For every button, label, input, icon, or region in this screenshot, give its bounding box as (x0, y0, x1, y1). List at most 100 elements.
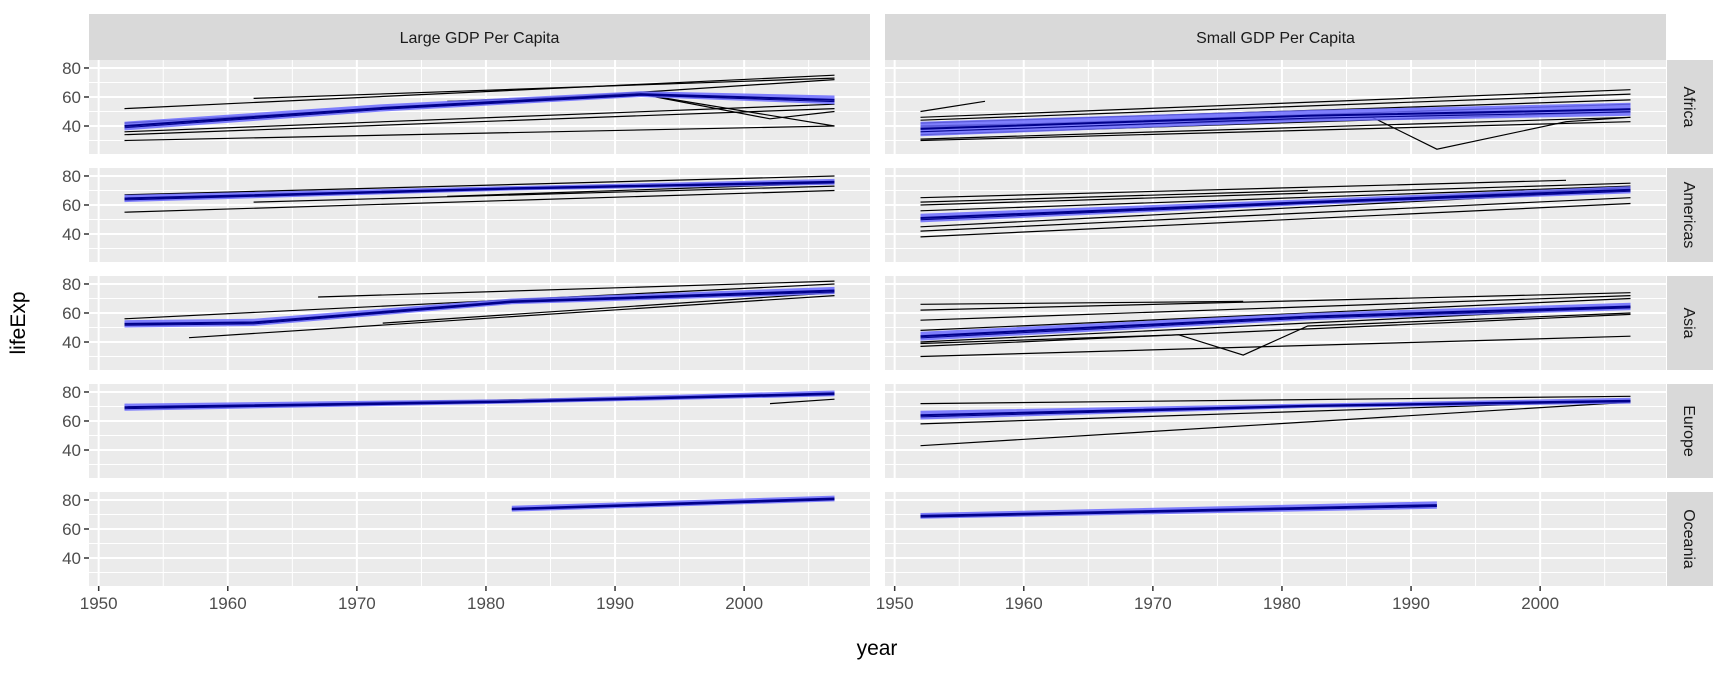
y-tick-label: 80 (62, 59, 81, 78)
band-center-line (124, 94, 835, 129)
country-line (253, 77, 835, 99)
panel-background (885, 384, 1666, 478)
country-line (920, 300, 1244, 305)
country-line (318, 280, 835, 298)
y-tick-label: 40 (62, 441, 81, 460)
row-strip-label: Africa (1680, 87, 1697, 128)
band-center-line (920, 506, 1437, 518)
country-line (382, 292, 835, 324)
y-tick-label: 40 (62, 117, 81, 136)
panel-data (920, 89, 1631, 150)
country-line (188, 295, 835, 339)
row-strip (1667, 168, 1713, 262)
country-line (920, 100, 986, 113)
panel-1-2 (885, 276, 1666, 370)
country-line (124, 175, 835, 196)
y-tick-label: 80 (62, 167, 81, 186)
band-center-line (124, 394, 835, 410)
country-line (920, 89, 1631, 118)
panel-data (511, 495, 835, 512)
country-line (920, 295, 1631, 321)
country-line (124, 108, 835, 136)
country-line (920, 93, 1631, 121)
band-center-line (124, 182, 835, 201)
x-tick-label: 1970 (338, 594, 376, 613)
x-tick-label: 1950 (876, 594, 914, 613)
column-strip (89, 14, 870, 60)
band-center-line (920, 305, 1631, 338)
row-strip-label: Asia (1680, 307, 1697, 338)
y-tick-label: 60 (62, 304, 81, 323)
x-tick-label: 1990 (596, 594, 634, 613)
band-center-line (124, 289, 835, 325)
panel-data (920, 501, 1437, 519)
country-line (920, 401, 1631, 447)
column-strip-label: Small GDP Per Capita (1196, 30, 1355, 47)
blue-band (124, 91, 835, 131)
country-line (124, 189, 835, 213)
x-tick-label: 1970 (1134, 594, 1172, 613)
band-center-line (920, 108, 1631, 130)
y-tick-label: 80 (62, 275, 81, 294)
panel-data (920, 179, 1631, 238)
band-center-line (124, 93, 835, 127)
panel-0-1 (89, 168, 870, 262)
band-center-line (920, 111, 1631, 133)
band-center-line (920, 188, 1631, 219)
country-line (124, 74, 835, 110)
y-tick-label: 80 (62, 491, 81, 510)
y-tick-label: 60 (62, 196, 81, 215)
x-tick-label: 1950 (80, 594, 118, 613)
country-line (124, 125, 835, 142)
x-axis-title: year (857, 637, 898, 660)
row-strip (1667, 384, 1713, 478)
band-center-line (920, 190, 1631, 221)
x-tick-label: 1990 (1392, 594, 1430, 613)
y-tick-label: 60 (62, 412, 81, 431)
row-strip (1667, 492, 1713, 586)
panel-0-4 (89, 492, 870, 586)
country-line (920, 297, 1631, 331)
band-center-line (124, 180, 835, 200)
y-tick-label: 40 (62, 333, 81, 352)
y-tick-label: 40 (62, 225, 81, 244)
panel-data (920, 395, 1631, 447)
panel-data (920, 292, 1631, 358)
country-line (769, 398, 835, 405)
country-line (920, 292, 1631, 311)
panel-data (124, 74, 835, 142)
country-line (920, 312, 1631, 356)
country-line (920, 121, 1631, 142)
y-tick-label: 60 (62, 88, 81, 107)
band-center-line (920, 307, 1631, 339)
country-line (920, 197, 1631, 232)
row-strip-label: Americas (1680, 182, 1697, 249)
row-strip (1667, 276, 1713, 370)
country-line (920, 202, 1631, 238)
band-center-line (920, 401, 1631, 418)
row-strip-label: Oceania (1680, 509, 1697, 569)
x-tick-label: 1960 (209, 594, 247, 613)
country-line (920, 313, 1631, 347)
country-line (920, 116, 1631, 140)
country-line (920, 395, 1631, 405)
band-center-line (511, 497, 835, 510)
country-line (920, 185, 1631, 212)
country-line (920, 189, 1308, 203)
country-line (920, 179, 1567, 199)
panel-data (124, 390, 835, 411)
column-strip-label: Large GDP Per Capita (400, 30, 560, 47)
x-tick-label: 1980 (1263, 594, 1301, 613)
x-tick-label: 1980 (467, 594, 505, 613)
x-tick-label: 1960 (1005, 594, 1043, 613)
x-tick-label: 2000 (725, 594, 763, 613)
column-strip (885, 14, 1666, 60)
panel-data (124, 280, 835, 339)
band-center-line (920, 504, 1437, 517)
row-strip-label: Europe (1680, 405, 1697, 457)
panel-data (124, 175, 835, 213)
y-tick-label: 60 (62, 520, 81, 539)
y-tick-label: 80 (62, 383, 81, 402)
x-tick-label: 2000 (1521, 594, 1559, 613)
